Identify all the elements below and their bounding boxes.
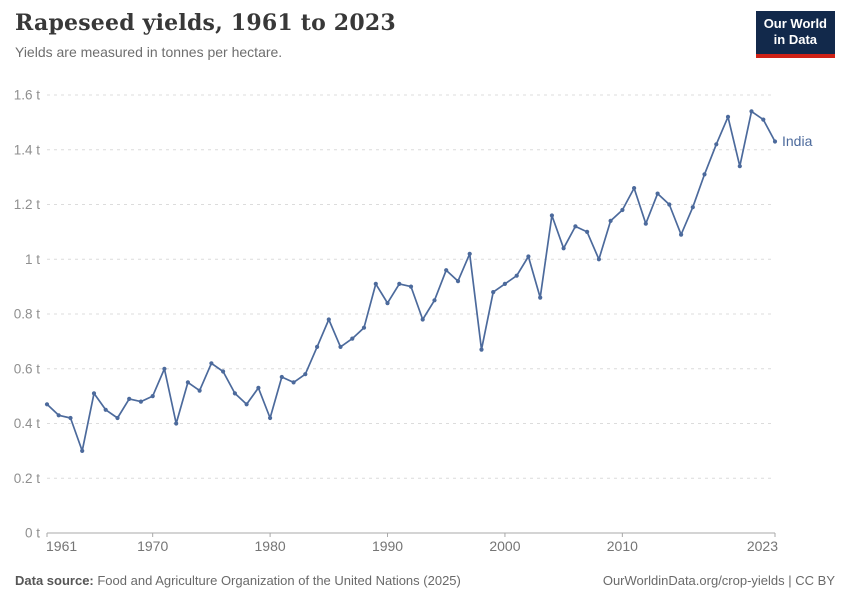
data-point-marker — [91, 391, 97, 396]
data-point-marker — [127, 396, 132, 401]
data-point-marker — [561, 246, 566, 251]
data-point-marker — [197, 388, 202, 393]
data-point-marker — [68, 415, 73, 421]
data-point-marker — [115, 415, 120, 421]
data-point-marker — [596, 257, 602, 262]
y-tick-label: 1.2 t — [14, 197, 41, 212]
attribution-text: OurWorldinData.org/crop-yields | CC BY — [602, 573, 835, 588]
data-point-marker — [573, 224, 578, 229]
data-point-marker — [150, 394, 155, 399]
series-line — [46, 110, 776, 452]
x-tick-label: 2023 — [747, 538, 778, 554]
x-tick-label: 1980 — [255, 538, 286, 554]
data-source-text: Food and Agriculture Organization of the… — [93, 573, 461, 588]
data-point-marker — [632, 186, 637, 191]
x-tick-label: 1990 — [372, 538, 403, 554]
data-point-marker — [761, 117, 766, 122]
owid-logo-line2: in Data — [773, 32, 818, 48]
data-point-marker — [268, 415, 273, 421]
owid-logo: Our World in Data — [755, 11, 835, 58]
data-point-marker — [279, 374, 284, 380]
x-tick-label: 2010 — [607, 538, 638, 554]
data-point-marker — [737, 164, 742, 169]
owid-logo-line1: Our World — [763, 16, 827, 31]
data-point-marker — [80, 448, 85, 453]
y-tick-label: 0.4 t — [14, 416, 41, 431]
chart-subtitle: Yields are measured in tonnes per hectar… — [15, 44, 283, 61]
data-source-note: Data source: Food and Agriculture Organi… — [15, 573, 461, 588]
data-point-marker — [56, 413, 61, 418]
y-tick-label: 1.4 t — [14, 142, 41, 157]
data-point-marker — [585, 229, 590, 234]
x-tick-label: 1961 — [46, 538, 77, 554]
data-point-marker — [303, 372, 308, 377]
data-point-marker — [174, 421, 179, 426]
data-point-marker — [408, 284, 414, 289]
data-point-marker — [479, 347, 484, 352]
data-point-marker — [679, 232, 684, 237]
data-point-marker — [315, 344, 320, 349]
data-point-marker — [244, 402, 249, 407]
data-point-marker — [103, 407, 108, 412]
data-point-marker — [326, 317, 331, 322]
data-point-marker — [749, 109, 754, 114]
data-point-marker — [772, 139, 778, 144]
data-point-marker — [232, 391, 237, 396]
chart-footer: Data source: Food and Agriculture Organi… — [15, 573, 835, 588]
y-tick-label: 0.2 t — [14, 471, 41, 486]
data-point-marker — [44, 402, 50, 407]
data-source-label: Data source: — [15, 573, 94, 588]
data-point-marker — [455, 279, 461, 284]
gridlines: 0 t 0.2 t 0.4 t 0.6 t 0.8 t 1 t 1.2 t 1.4 t 1.6 … — [14, 88, 775, 541]
data-point-marker — [397, 281, 402, 286]
x-tick-label: 1970 — [137, 538, 168, 554]
y-tick-label: 0 t — [25, 526, 40, 541]
data-point-marker — [221, 369, 226, 374]
data-point-marker — [256, 385, 261, 390]
data-point-marker — [620, 207, 625, 213]
chart-title: Rapeseed yields, 1961 to 2023 — [15, 10, 396, 36]
data-point-marker — [385, 301, 390, 306]
chart-header: Rapeseed yields, 1961 to 2023 Yields are… — [15, 10, 750, 61]
data-point-marker — [209, 361, 214, 366]
data-point-marker — [291, 380, 296, 385]
y-tick-label: 0.6 t — [14, 361, 41, 376]
data-point-marker — [361, 325, 367, 330]
data-point-marker — [549, 213, 555, 218]
data-point-marker — [538, 295, 543, 300]
data-point-marker — [162, 366, 167, 371]
data-point-marker — [655, 191, 660, 196]
data-point-marker — [643, 221, 648, 226]
data-point-marker — [502, 281, 507, 286]
data-point-marker — [185, 380, 190, 385]
data-point-marker — [667, 202, 672, 207]
data-point-marker — [608, 218, 613, 223]
data-point-marker — [350, 336, 355, 341]
y-tick-label: 0.8 t — [14, 307, 41, 322]
data-point-marker — [373, 281, 378, 286]
data-point-marker — [491, 290, 496, 295]
data-point-marker — [338, 344, 343, 349]
x-tick-label: 2000 — [489, 538, 520, 554]
x-axis: 1961 1970 1980 1990 2000 2010 2023 — [46, 532, 778, 554]
data-point-marker — [467, 251, 472, 256]
data-point-marker — [690, 205, 695, 210]
data-point-marker — [514, 273, 519, 278]
y-tick-label: 1.6 t — [14, 88, 41, 103]
y-tick-label: 1 t — [25, 252, 40, 267]
data-point-marker — [432, 298, 437, 303]
series-india: India — [44, 109, 813, 453]
series-label: India — [782, 133, 813, 149]
data-point-marker — [725, 114, 731, 119]
data-point-marker — [420, 317, 425, 322]
data-point-marker — [526, 254, 531, 259]
data-point-marker — [702, 172, 707, 177]
data-point-marker — [444, 268, 449, 273]
data-point-marker — [138, 399, 143, 404]
data-point-marker — [714, 142, 719, 147]
